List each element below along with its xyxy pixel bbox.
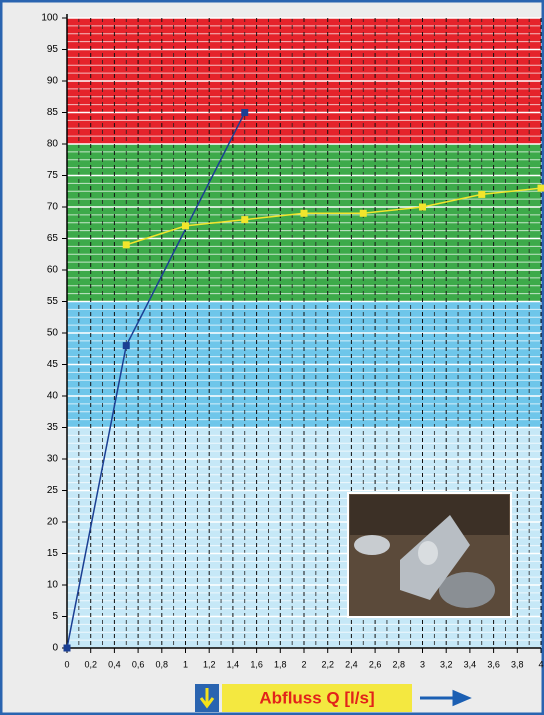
data-point (300, 209, 308, 217)
y-tick-label: 70 (47, 202, 59, 213)
x-tick-label: 3 (420, 659, 425, 669)
x-tick-label: 0,4 (108, 659, 121, 669)
x-label-box (222, 684, 412, 712)
photo (347, 492, 512, 618)
data-point (241, 109, 249, 116)
y-tick-label: 40 (47, 391, 59, 402)
x-tick-label: 2,6 (369, 659, 382, 669)
y-tick-label: 15 (47, 548, 59, 559)
y-tick-label: 5 (52, 611, 58, 622)
x-tick-label: 2 (301, 659, 306, 669)
y-tick-label: 50 (47, 328, 59, 339)
x-tick-label: 0,2 (84, 659, 97, 669)
x-tick-label: 2,2 (321, 659, 334, 669)
x-tick-label: 1 (183, 659, 188, 669)
y-tick-label: 80 (47, 139, 59, 150)
data-point (241, 216, 249, 224)
data-point (359, 209, 367, 217)
data-point (63, 644, 71, 652)
y-tick-label: 95 (47, 44, 59, 55)
y-tick-label: 45 (47, 359, 59, 370)
y-tick-label: 85 (47, 107, 59, 118)
x-tick-label: 1,8 (274, 659, 287, 669)
x-tick-label: 1,2 (203, 659, 216, 669)
x-tick-label: 3,4 (464, 659, 477, 669)
data-point (122, 241, 130, 249)
x-tick-label: 0 (64, 659, 69, 669)
data-point (182, 222, 189, 230)
x-tick-label: 1,4 (227, 659, 240, 669)
y-tick-label: 60 (47, 265, 59, 276)
y-tick-label: 55 (47, 296, 59, 307)
y-tick-label: 25 (47, 485, 59, 496)
data-point (419, 203, 426, 211)
series-line (126, 187, 542, 246)
x-tick-label: 0,6 (132, 659, 145, 669)
y-tick-label: 75 (47, 170, 59, 181)
x-tick-label: 1,6 (250, 659, 263, 669)
x-tick-label: 3,8 (511, 659, 524, 669)
x-tick-label: 2,4 (345, 659, 358, 669)
down-arrow (199, 688, 215, 709)
y-tick-label: 90 (47, 76, 59, 87)
data-point (122, 342, 130, 350)
y-tick-label: 65 (47, 233, 59, 244)
data-point (478, 190, 486, 198)
x-tick-label: 3,2 (440, 659, 453, 669)
y-tick-label: 0 (52, 643, 58, 654)
y-tick-label: 35 (47, 422, 59, 433)
y-tick-label: 10 (47, 580, 59, 591)
right-arrow (420, 689, 472, 707)
x-axis-label: Abfluss Q [l/s] (259, 688, 374, 707)
x-tick-label: 0,8 (156, 659, 169, 669)
x-tick-label: 2,8 (393, 659, 406, 669)
y-tick-label: 30 (47, 454, 59, 465)
y-tick-label: 20 (47, 517, 59, 528)
x-tick-label: 4 (538, 659, 543, 669)
y-tick-label: 100 (41, 13, 58, 24)
x-tick-label: 3,6 (487, 659, 500, 669)
data-point (537, 184, 544, 192)
